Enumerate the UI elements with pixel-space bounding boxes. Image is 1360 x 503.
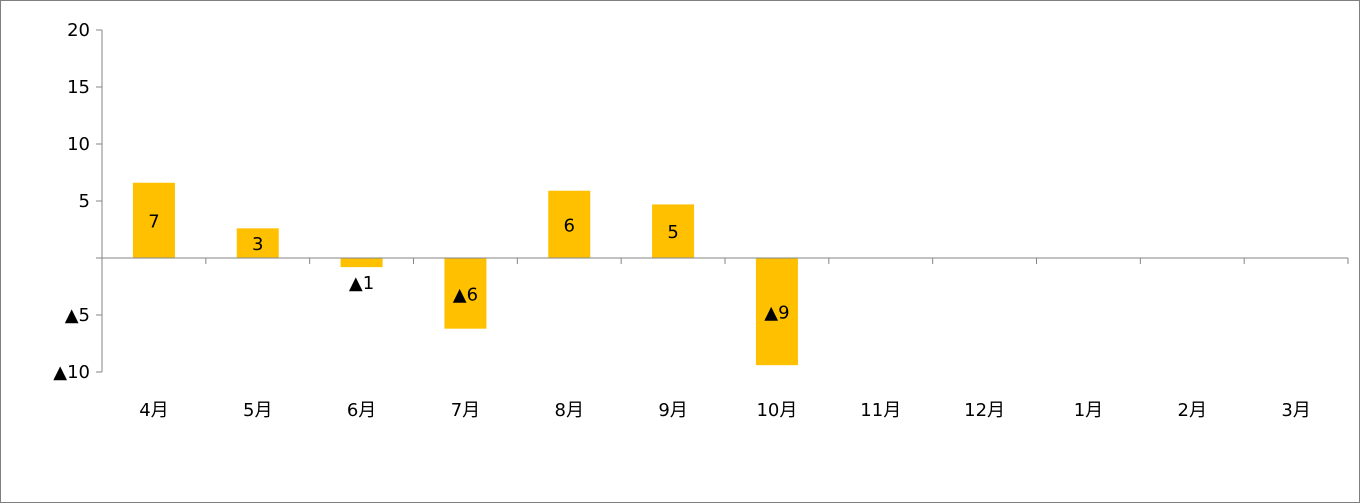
data-label: ▲6 bbox=[453, 284, 478, 305]
bar-10月 bbox=[755, 258, 798, 366]
x-tick-label: 3月 bbox=[1281, 400, 1310, 421]
x-tick-label: 8月 bbox=[555, 400, 584, 421]
bar-6月 bbox=[340, 258, 383, 268]
y-tick-label: 10 bbox=[67, 134, 90, 155]
x-tick-label: 1月 bbox=[1074, 400, 1103, 421]
x-tick-label: 4月 bbox=[139, 400, 168, 421]
data-label: 7 bbox=[148, 211, 159, 232]
data-label: 6 bbox=[564, 215, 575, 236]
bar-4月 bbox=[132, 182, 175, 258]
y-tick-label: 20 bbox=[67, 20, 90, 41]
x-tick-label: 5月 bbox=[243, 400, 272, 421]
y-tick-label: 15 bbox=[67, 77, 90, 98]
x-tick-label: 11月 bbox=[860, 400, 901, 421]
bar-5月 bbox=[236, 228, 279, 258]
x-tick-label: 6月 bbox=[347, 400, 376, 421]
data-label: ▲9 bbox=[764, 303, 789, 324]
x-tick-label: 7月 bbox=[451, 400, 480, 421]
data-label: 5 bbox=[667, 222, 678, 243]
x-tick-label: 9月 bbox=[658, 400, 687, 421]
y-tick-label: ▲10 bbox=[53, 362, 90, 383]
x-tick-label: 12月 bbox=[964, 400, 1005, 421]
x-tick-label: 10月 bbox=[756, 400, 797, 421]
y-tick-label: ▲5 bbox=[65, 305, 90, 326]
data-label: ▲1 bbox=[349, 273, 374, 294]
bar-9月 bbox=[652, 204, 695, 258]
bar-8月 bbox=[548, 190, 591, 258]
x-tick-label: 2月 bbox=[1178, 400, 1207, 421]
data-label: 3 bbox=[252, 234, 263, 255]
bar-7月 bbox=[444, 258, 487, 329]
y-tick-label: 5 bbox=[79, 191, 90, 212]
